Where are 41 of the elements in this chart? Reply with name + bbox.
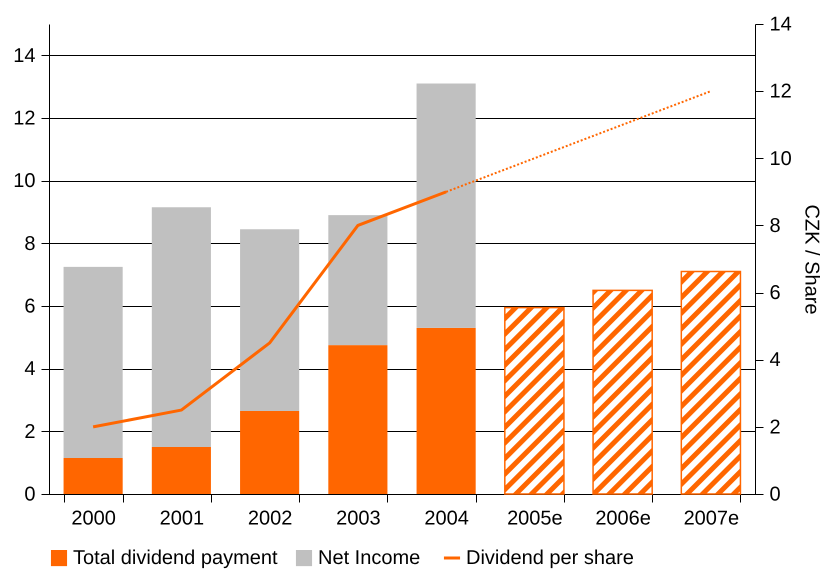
y2-tick-label: 10	[770, 148, 792, 170]
x-tick-label: 2001	[160, 508, 204, 530]
y2-tick-label: 14	[770, 14, 792, 36]
bar	[64, 266, 123, 458]
y2-tick-label: 4	[770, 349, 781, 372]
y-tick-label: 2	[24, 420, 36, 443]
bar	[592, 290, 653, 495]
legend-label: Net Income	[318, 547, 420, 569]
y-tick-label: 6	[24, 296, 36, 318]
bar	[328, 215, 388, 346]
bar	[240, 229, 300, 411]
y-tick-label: 14	[13, 44, 36, 67]
y2-tick-label: 6	[770, 282, 781, 304]
x-tick-label: 2007e	[684, 508, 740, 530]
y2-tick-label: 2	[770, 416, 781, 438]
y2-tick-label: 12	[770, 80, 792, 103]
bar	[152, 207, 211, 447]
bar	[416, 328, 476, 494]
y2-tick-label: 8	[770, 214, 781, 237]
bar	[64, 458, 123, 494]
x-tick-label: 2005e	[507, 508, 563, 530]
y2-tick-label: 0	[770, 484, 781, 506]
bar	[152, 447, 211, 494]
bar	[504, 306, 565, 495]
y2-axis-title: CZK / Share	[800, 204, 823, 315]
bar	[240, 410, 300, 494]
y-tick-label: 4	[24, 358, 36, 380]
y-tick-label: 8	[24, 232, 36, 255]
y-tick-label: 10	[13, 170, 36, 192]
x-tick-label: 2006e	[595, 508, 651, 530]
x-tick-label: 2000	[71, 508, 116, 530]
bar	[328, 345, 388, 494]
y-tick-label: 12	[13, 108, 36, 130]
x-tick-label: 2004	[424, 508, 469, 530]
x-tick-label: 2003	[336, 508, 381, 530]
legend-label: Dividend per share	[466, 547, 634, 569]
bar	[416, 84, 476, 328]
bar	[680, 270, 742, 495]
y-tick-label: 0	[24, 484, 36, 506]
legend-label: Total dividend payment	[73, 547, 278, 569]
x-tick-label: 2002	[248, 508, 292, 530]
